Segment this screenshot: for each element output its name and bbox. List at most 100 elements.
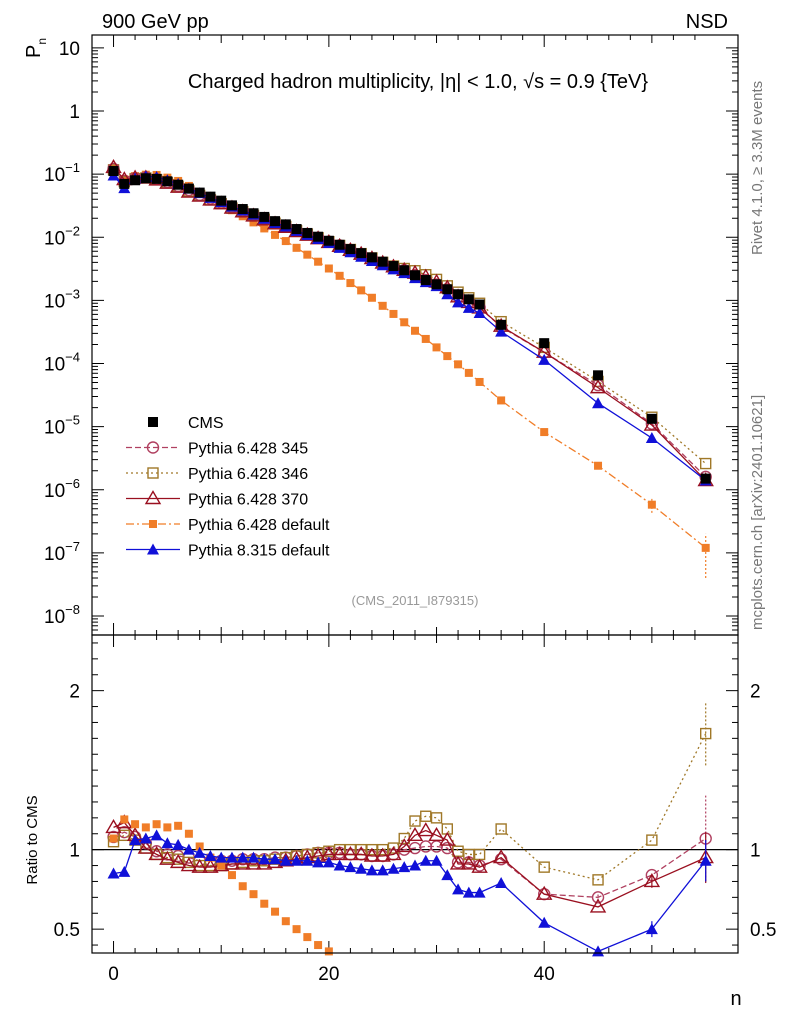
y-tick-label: 10: [59, 39, 80, 60]
main-panel: Charged hadron multiplicity, |η| < 1.0, …: [23, 34, 739, 636]
data-point: [129, 834, 142, 846]
data-point: [204, 850, 217, 862]
data-point: [247, 851, 260, 863]
legend-marker: [144, 490, 162, 505]
ratio-y-tick-label: 0.5: [54, 920, 80, 941]
data-point: [495, 325, 508, 337]
data-point: [352, 846, 370, 861]
data-point: [191, 858, 208, 873]
y-tick-label: 1: [69, 102, 80, 123]
data-point: [417, 822, 434, 837]
data-point: [137, 839, 155, 854]
data-point: [409, 859, 421, 871]
data-point: [454, 360, 463, 369]
series-main-3: [105, 158, 714, 487]
series-ratio-3: [109, 815, 333, 956]
data-point: [109, 834, 118, 843]
data-point: [248, 208, 259, 219]
data-point: [118, 829, 131, 842]
data-point: [496, 319, 507, 330]
data-point: [217, 861, 226, 870]
data-point: [646, 834, 658, 846]
data-point: [271, 230, 280, 239]
side-label-top: Rivet 4.1.0, ≥ 3.3M events: [749, 81, 766, 255]
data-point: [699, 854, 712, 866]
data-point: [323, 235, 334, 246]
data-point: [645, 923, 658, 935]
ratio-y-tick-label-right: 2: [750, 682, 761, 703]
y-tick-label-exp: −6: [65, 476, 80, 491]
legend-marker: [149, 520, 157, 528]
ratio-frame: [91, 634, 739, 954]
data-point: [428, 826, 445, 842]
data-point: [464, 368, 473, 377]
data-point: [173, 179, 184, 190]
data-point: [333, 859, 346, 871]
data-point: [260, 224, 269, 233]
y-tick-label: 10−8: [44, 602, 80, 628]
data-point: [226, 200, 237, 211]
header-left-label: 900 GeV pp: [102, 11, 209, 33]
data-point: [378, 301, 387, 310]
data-point: [331, 846, 348, 861]
y-tick-label-base: 1: [69, 102, 80, 123]
data-point: [430, 812, 443, 824]
main-title: Charged hadron multiplicity, |η| < 1.0, …: [188, 71, 648, 93]
y-tick-label-base: 10: [44, 607, 65, 628]
legend-marker: [146, 441, 160, 454]
data-point: [107, 867, 120, 879]
y-tick-label-base: 10: [44, 481, 65, 502]
data-point: [184, 829, 193, 838]
series-line: [113, 733, 707, 881]
y-tick-label: 10−7: [44, 539, 80, 565]
watermark: (CMS_2011_I879315): [352, 593, 479, 608]
data-point: [140, 173, 151, 184]
data-point: [291, 224, 302, 235]
data-point: [387, 862, 400, 874]
data-point: [377, 256, 388, 267]
y-tick-label-base: 10: [44, 418, 65, 439]
data-point: [161, 837, 174, 849]
data-point: [701, 543, 710, 552]
y-tick-label: 10−6: [44, 476, 80, 502]
data-point: [406, 826, 424, 842]
data-point: [463, 294, 474, 305]
data-point: [279, 854, 292, 866]
data-point: [245, 855, 262, 870]
data-point: [439, 831, 456, 846]
data-point: [462, 886, 475, 898]
data-point: [643, 873, 661, 888]
series-line: [113, 834, 707, 953]
data-point: [105, 819, 122, 834]
legend-marker: [148, 417, 158, 427]
y-tick-label-exp: −7: [65, 539, 80, 554]
data-point: [234, 855, 251, 870]
data-point: [314, 941, 323, 950]
ratio-y-tick-label: 2: [69, 682, 80, 703]
data-point: [388, 261, 399, 272]
legend-label: Pythia 6.428 370: [188, 492, 308, 509]
y-tick-label: 10−4: [44, 350, 80, 376]
data-point: [303, 933, 312, 942]
series-main-5: [107, 169, 712, 486]
data-point: [271, 907, 280, 916]
data-point: [420, 810, 432, 822]
data-point: [215, 851, 228, 863]
data-point: [324, 264, 333, 273]
data-point: [159, 850, 176, 865]
data-point: [538, 916, 551, 928]
data-point: [363, 847, 381, 862]
legend-label: Pythia 6.428 346: [188, 466, 308, 483]
data-point: [452, 883, 465, 895]
data-point: [225, 851, 238, 863]
data-point: [344, 861, 357, 873]
data-point: [281, 237, 290, 246]
data-point: [399, 265, 410, 276]
data-point: [420, 275, 431, 286]
data-point: [376, 864, 389, 876]
x-tick-label: 0: [108, 964, 119, 985]
data-point: [312, 856, 325, 868]
series-ratio-4: [107, 829, 712, 957]
data-point: [431, 279, 442, 290]
